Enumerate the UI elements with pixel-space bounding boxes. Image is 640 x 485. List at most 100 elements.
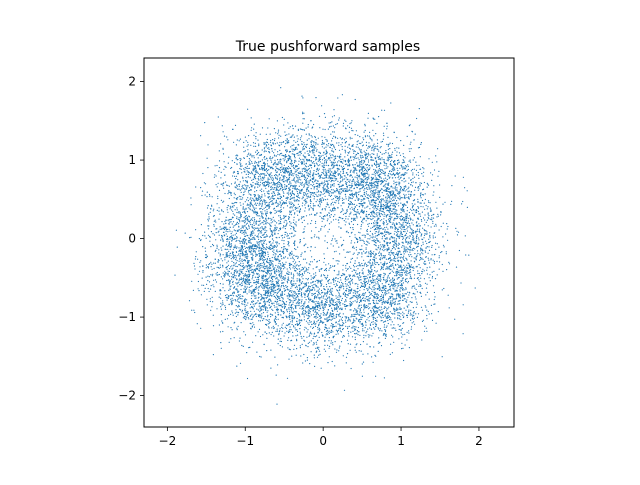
data-point [271,232,273,234]
data-point [285,324,287,326]
data-point [308,134,310,136]
data-point [289,252,291,254]
data-point [423,168,425,170]
data-point [379,328,381,330]
data-point [345,120,347,122]
data-point [249,177,251,179]
data-point [377,193,379,195]
data-point [389,226,392,228]
data-point [264,163,266,165]
data-point [372,192,374,194]
data-point [416,245,418,248]
data-point [335,329,337,331]
data-point [244,245,246,247]
data-point [286,377,289,379]
data-point [325,199,327,201]
data-point [286,138,288,140]
data-point [320,228,322,230]
data-point [319,306,321,308]
data-point [433,213,435,215]
data-point [304,307,307,309]
data-point [415,222,417,224]
data-point [328,212,330,214]
data-point [399,253,402,255]
data-point [368,195,370,197]
data-point [274,149,276,151]
data-point [355,213,357,216]
data-point [267,183,269,185]
data-point [209,263,211,265]
data-point [231,260,233,262]
data-point [306,331,308,333]
data-point [258,160,260,163]
data-point [261,308,263,310]
data-point [394,244,396,246]
data-point [249,273,251,275]
data-point [256,235,258,238]
data-point [294,157,296,159]
data-point [381,255,383,257]
data-point [406,270,408,272]
data-point [329,288,332,290]
data-point [292,261,294,263]
data-point [373,327,375,329]
data-point [380,246,382,248]
data-point [371,315,373,317]
data-point [236,154,238,156]
data-point [387,196,389,198]
data-point [371,199,373,201]
data-point [222,131,224,133]
data-point [278,279,280,281]
data-point [274,276,276,278]
data-point [324,187,326,190]
data-point [220,347,222,349]
data-point [336,304,338,307]
data-point [376,179,378,181]
data-point [352,264,355,266]
data-point [225,216,227,218]
data-point [239,337,241,339]
data-point [315,185,317,187]
data-point [333,299,335,301]
data-point [218,207,220,209]
data-point [277,153,279,156]
data-point [362,265,364,267]
data-point [263,201,266,203]
data-point [347,232,349,234]
data-point [325,268,327,270]
data-point [239,231,241,233]
data-point [298,205,300,208]
data-point [260,239,262,242]
data-point [237,306,239,308]
data-point [309,321,311,323]
data-point [272,264,274,266]
data-point [387,308,389,310]
data-point [264,158,266,160]
data-point [342,284,344,286]
data-point [411,131,414,133]
data-point [281,199,283,201]
data-point [294,327,296,329]
data-point [212,273,214,275]
data-point [328,337,330,339]
data-point [255,288,257,290]
data-point [255,315,257,318]
data-point [398,147,400,149]
data-point [248,268,250,270]
data-point [361,155,363,157]
data-point [245,315,247,317]
data-point [213,176,215,178]
data-point [389,280,391,282]
data-point [233,272,235,274]
data-point [342,171,344,173]
data-point [279,289,281,291]
data-point [290,172,292,174]
data-point [319,176,321,178]
data-point [340,144,342,146]
data-point [254,269,257,271]
data-point [410,312,412,314]
data-point [403,144,405,146]
data-point [331,327,334,329]
data-point [229,226,231,228]
data-point [331,143,334,146]
